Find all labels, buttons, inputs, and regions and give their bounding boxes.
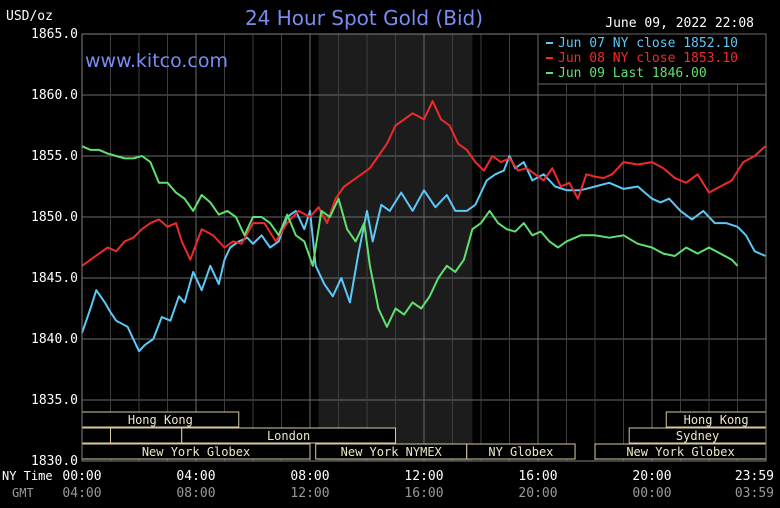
y-tick-label: 1850.0: [31, 210, 78, 225]
session-label: NY Globex: [488, 445, 553, 459]
session-label: Hong Kong: [684, 413, 749, 427]
session-label: Hong Kong: [128, 413, 193, 427]
chart-timestamp: June 09, 2022 22:08: [605, 16, 754, 31]
x-tick-ny: 23:59: [735, 469, 774, 484]
series-lines: [81, 100, 767, 353]
session-box: [81, 427, 111, 444]
x-tick-gmt: 00:00: [632, 486, 671, 501]
x-tick-gmt: 04:00: [62, 486, 101, 501]
session-label: Sydney: [676, 429, 719, 443]
market-sessions: Hong Kong Hong Kong London Sydney New York G…: [81, 411, 767, 460]
x-tick-ny: 00:00: [62, 469, 101, 484]
x-tick-ny: 08:00: [290, 469, 329, 484]
y-tick-label: 1835.0: [31, 393, 78, 408]
ny-time-row-label: NY Time: [2, 469, 53, 483]
x-tick-gmt: 12:00: [290, 486, 329, 501]
y-tick-label: 1865.0: [31, 27, 78, 42]
legend-entry: Jun 09 Last 1846.00: [558, 66, 707, 81]
y-tick-label: 1855.0: [31, 149, 78, 164]
x-tick-ny: 20:00: [632, 469, 671, 484]
session-box: [466, 443, 576, 460]
x-tick-gmt: 08:00: [176, 486, 215, 501]
gmt-row-label: GMT: [12, 486, 34, 500]
legend-entry: Jun 07 NY close 1852.10: [558, 36, 738, 51]
session-label: New York Globex: [142, 445, 250, 459]
y-tick-labels: 1865.0 1860.0 1855.0 1850.0 1845.0 1840.0 1835…: [31, 27, 78, 469]
session-label: New York NYMEX: [341, 445, 443, 459]
y-tick-label: 1830.0: [31, 454, 78, 469]
plot-border: [81, 33, 767, 462]
x-tick-ny: 04:00: [176, 469, 215, 484]
legend-box: [537, 33, 767, 85]
session-label: New York Globex: [626, 445, 734, 459]
session-label: London: [267, 429, 310, 443]
x-tick-ny: 16:00: [518, 469, 557, 484]
y-tick-label: 1845.0: [31, 271, 78, 286]
series-line: [81, 100, 767, 267]
session-box: [181, 427, 396, 444]
y-tick-label: 1840.0: [31, 332, 78, 347]
series-line: [81, 145, 739, 328]
x-tick-labels: 00:00 04:00 04:00 08:00 08:00 12:00 12:00 16:00…: [62, 469, 774, 501]
kitco-watermark: www.kitco.com: [85, 50, 228, 72]
x-tick-gmt: 20:00: [518, 486, 557, 501]
series-line: [81, 155, 766, 353]
y-unit-label: USD/oz: [6, 9, 53, 24]
legend-entry: Jun 08 NY close 1853.10: [558, 51, 738, 66]
x-tick-gmt: 16:00: [404, 486, 443, 501]
chart-title: 24 Hour Spot Gold (Bid): [245, 6, 483, 30]
y-tick-label: 1860.0: [31, 88, 78, 103]
x-tick-gmt: 03:59: [735, 486, 774, 501]
session-box: [110, 427, 183, 444]
x-tick-ny: 12:00: [404, 469, 443, 484]
